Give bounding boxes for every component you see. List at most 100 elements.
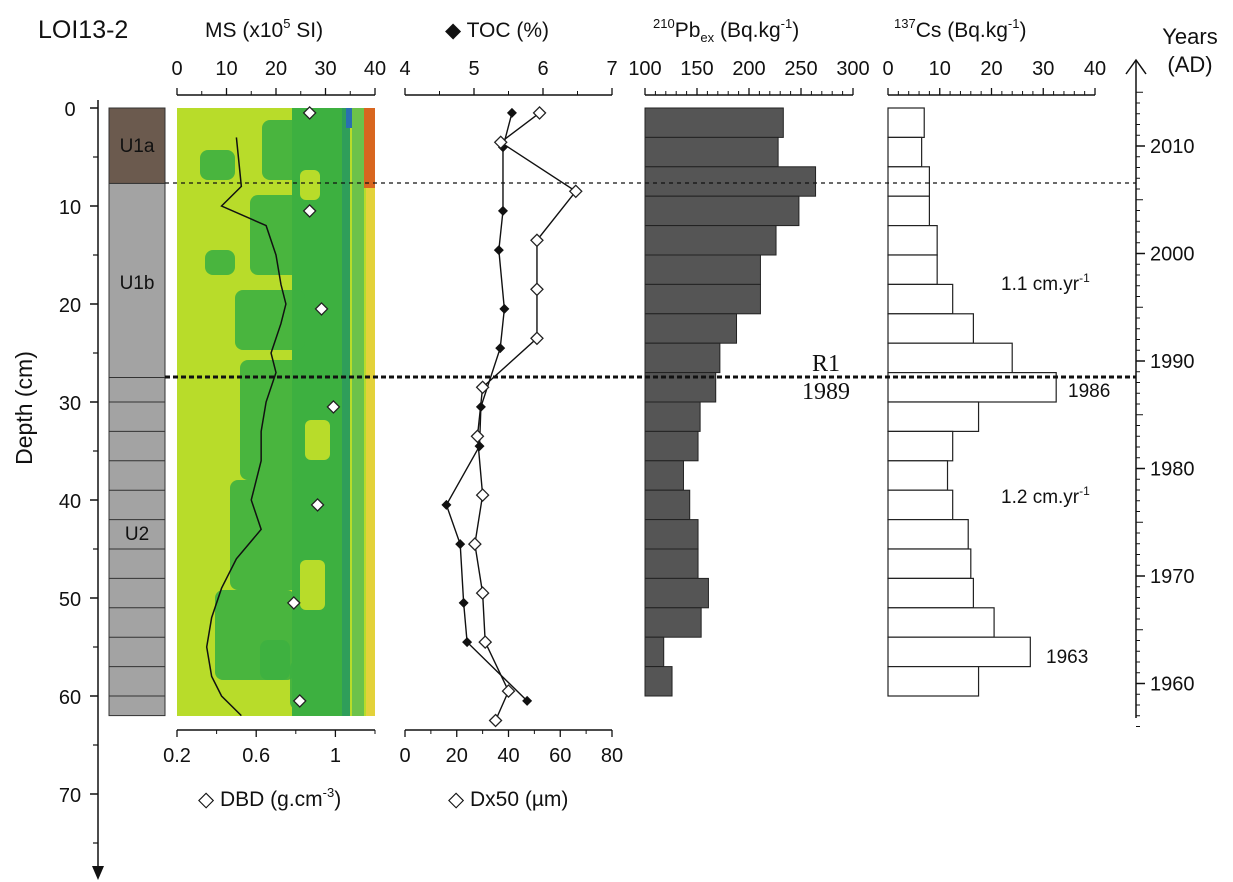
unit-label-u2: U2: [125, 524, 149, 545]
toc-series: [441, 107, 533, 706]
cs-bar: [887, 548, 972, 579]
toc-point: [458, 597, 469, 608]
years-tick-label: 1960: [1150, 674, 1195, 696]
depth-tick-label: 50: [59, 589, 81, 611]
unit-u1b: [108, 182, 166, 378]
years-ticks: 2010 2000 1990 1980 1970 1960: [1136, 91, 1195, 727]
ms-heat-patch-light: [305, 420, 330, 460]
cs-axes: 0 10 20 30 40: [882, 58, 1106, 96]
cs-bar: [887, 107, 925, 138]
pb-bar: [644, 254, 761, 285]
dx50-point: [530, 331, 544, 346]
pb-bar: [644, 107, 784, 138]
dbd-tick-label: 1: [330, 745, 341, 767]
years-tick-label: 2000: [1150, 244, 1195, 266]
toc-point: [455, 539, 466, 550]
dx50-line: [474, 112, 577, 721]
dx50-point: [478, 635, 493, 650]
toc-tick-label: 4: [399, 58, 410, 80]
pb-bar: [644, 342, 721, 374]
dx50-point: [530, 282, 544, 297]
cs-tick-label: 10: [929, 58, 951, 80]
dbd-axis-label: ◇ DBD (g.cm-3): [198, 785, 341, 811]
depth-axis-label: Depth (cm): [11, 351, 37, 465]
ms-heat-patch: [230, 480, 300, 590]
pb-bar: [644, 666, 673, 697]
toc-tick-label: 7: [606, 58, 617, 80]
years-tick-label: 1980: [1150, 459, 1195, 481]
rate-upper-label: 1.1 cm.yr-1: [1001, 271, 1090, 295]
cs-bar: [887, 401, 980, 432]
dbd-tick-label: 0.2: [163, 745, 191, 767]
toc-tick-label: 6: [537, 58, 548, 80]
years-axis-arrow: [1125, 58, 1147, 75]
years-axis-label-line1: Years: [1162, 24, 1217, 49]
cs-tick-label: 40: [1084, 58, 1106, 80]
toc-point: [474, 441, 485, 452]
toc-point: [495, 343, 506, 354]
cs-bar: [887, 489, 954, 521]
depth-tick-label: 60: [59, 687, 81, 709]
ms-heat-patch: [250, 195, 300, 275]
ms-tick-label: 20: [265, 58, 287, 80]
dbd-point: [326, 399, 341, 414]
cs-bar: [887, 665, 980, 697]
dbd-point: [302, 203, 317, 218]
dx50-tick-label: 60: [549, 745, 571, 767]
ms-tick-label: 0: [171, 58, 182, 80]
unit-label-u1a: U1a: [120, 136, 155, 157]
cs-1963-label: 1963: [1046, 647, 1088, 668]
depth-tick-label: 40: [59, 491, 81, 513]
ms-heat-band: [292, 108, 350, 716]
dx50-point: [488, 713, 503, 728]
dx50-point: [475, 586, 490, 601]
lithology-column: [108, 107, 166, 717]
ms-heat-patch: [260, 640, 290, 680]
pb-bar: [644, 166, 817, 197]
pb-bar: [644, 460, 684, 491]
pb-bar: [644, 607, 702, 638]
pb-axis-label: 210Pbex (Bq.kg-1): [653, 16, 799, 45]
pb-tick-label: 300: [836, 58, 869, 80]
dbd-point: [314, 301, 329, 316]
cs-tick-label: 20: [980, 58, 1002, 80]
cs-bars: [887, 107, 1057, 697]
pb-bar: [644, 430, 699, 462]
years-tick-label: 1970: [1150, 566, 1195, 588]
dx50-tick-label: 20: [446, 745, 468, 767]
cs-tick-label: 0: [882, 58, 893, 80]
ms-heat-patch: [290, 660, 345, 710]
figure-title: LOI13-2: [38, 16, 128, 44]
cs-bar: [887, 195, 931, 227]
cs-bar: [887, 342, 1013, 374]
ms-heat-patch: [235, 290, 305, 350]
toc-point: [462, 637, 473, 648]
toc-line: [445, 112, 528, 702]
ms-heat-orange: [364, 108, 375, 188]
dx50-tick-label: 40: [497, 745, 519, 767]
depth-axis-arrow: [92, 866, 104, 880]
cs-bar: [887, 607, 995, 638]
cs-peak-label: 1986: [1068, 381, 1110, 402]
cs-bar: [887, 225, 938, 256]
pb-bar: [644, 548, 699, 579]
toc-point: [522, 695, 533, 706]
cs-tick-label: 30: [1032, 58, 1054, 80]
toc-point: [493, 245, 504, 256]
r1-year-label: 1989: [802, 379, 850, 405]
dx50-point: [470, 429, 485, 444]
ms-heat-patch: [262, 120, 302, 180]
rate-lower-label: 1.2 cm.yr-1: [1001, 484, 1090, 508]
cs-bar: [887, 283, 954, 315]
dx50-point: [532, 105, 547, 120]
pb-axes: 100 150 200 250 300: [628, 58, 870, 96]
ms-heatmap: [177, 108, 375, 716]
depth-tick-label: 30: [59, 393, 81, 415]
ms-axes: 0 10 20 30 40 0.2 0.6 1: [163, 58, 386, 767]
ms-axis-label: MS (x105 SI): [205, 16, 323, 42]
cs-bar: [887, 636, 1031, 668]
toc-axis-label: ◆ TOC (%): [445, 19, 549, 42]
dx50-point: [530, 233, 544, 248]
ms-heat-patch-light: [300, 560, 325, 610]
dx50-series: [467, 105, 583, 728]
